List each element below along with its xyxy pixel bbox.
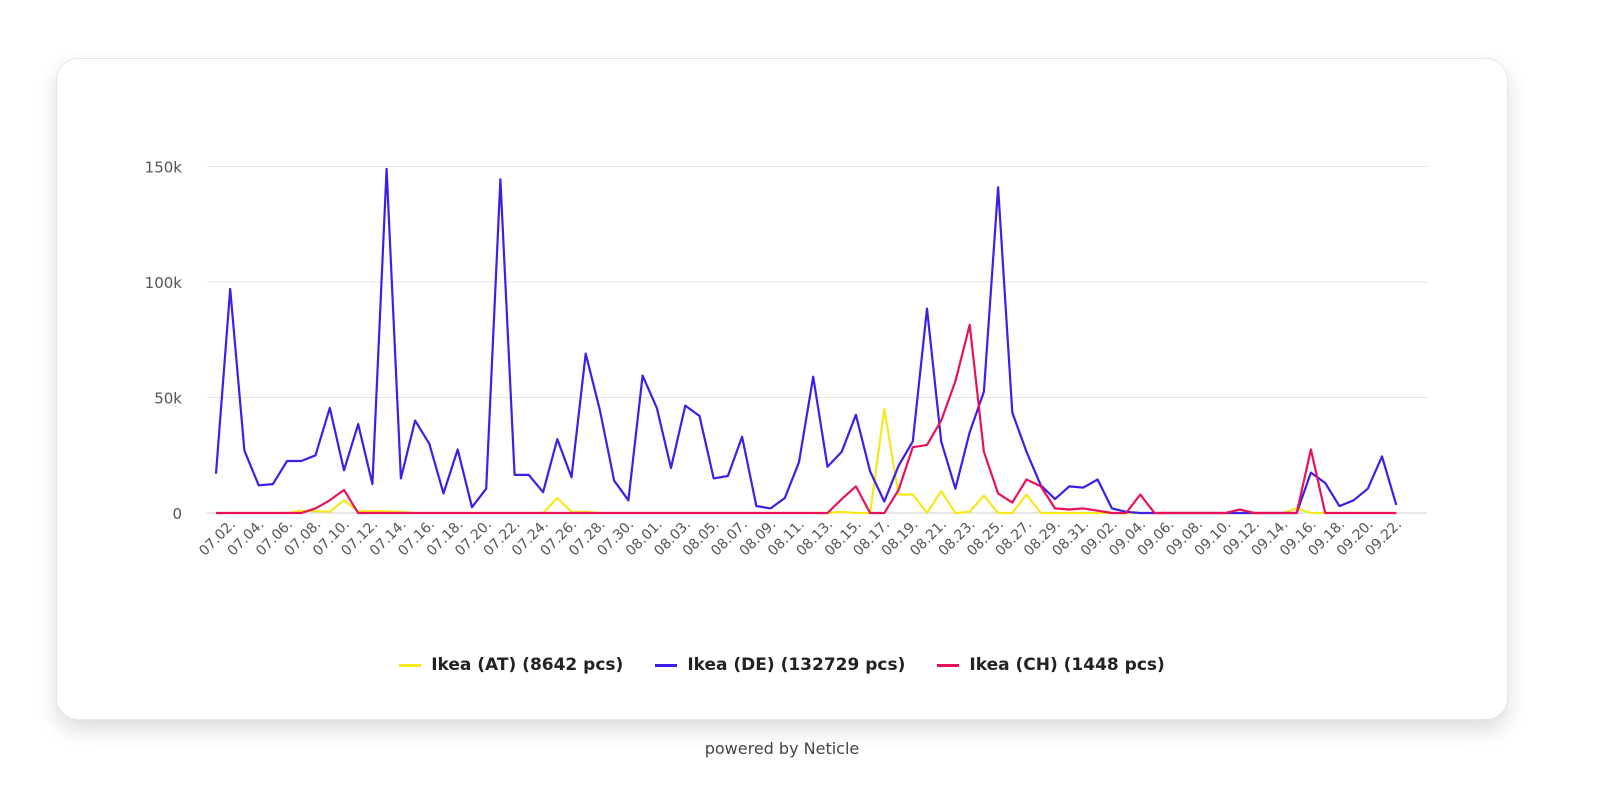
chart-card: 0 50k 100k 150k 07.02. 07.04. 07.06. 07.08. 07.… [56, 58, 1508, 758]
legend-swatch-de [655, 663, 678, 667]
legend-item-at[interactable]: Ikea (AT) (8642 pcs) [399, 655, 623, 675]
legend-label-at: Ikea (AT) (8642 pcs) [431, 655, 624, 675]
y-tick-label: 150k [145, 159, 183, 177]
y-tick-label: 50k [154, 390, 182, 408]
y-tick-label: 0 [172, 505, 182, 523]
series-line-de[interactable] [214, 167, 1398, 515]
legend-item-de[interactable]: Ikea (DE) (132729 pcs) [655, 655, 905, 675]
powered-by-footer: powered by Neticle [704, 739, 860, 758]
legend-label-de: Ikea (DE) (132729 pcs) [687, 655, 906, 675]
legend-item-ch[interactable]: Ikea (CH) (1448 pcs) [937, 655, 1165, 675]
y-tick-label: 100k [145, 274, 183, 292]
series-line-ch[interactable] [216, 323, 1397, 515]
legend: Ikea (AT) (8642 pcs) Ikea (DE) (132729 p… [57, 655, 1507, 675]
legend-swatch-ch [937, 663, 960, 667]
legend-swatch-at [399, 663, 422, 667]
legend-label-ch: Ikea (CH) (1448 pcs) [969, 655, 1165, 675]
